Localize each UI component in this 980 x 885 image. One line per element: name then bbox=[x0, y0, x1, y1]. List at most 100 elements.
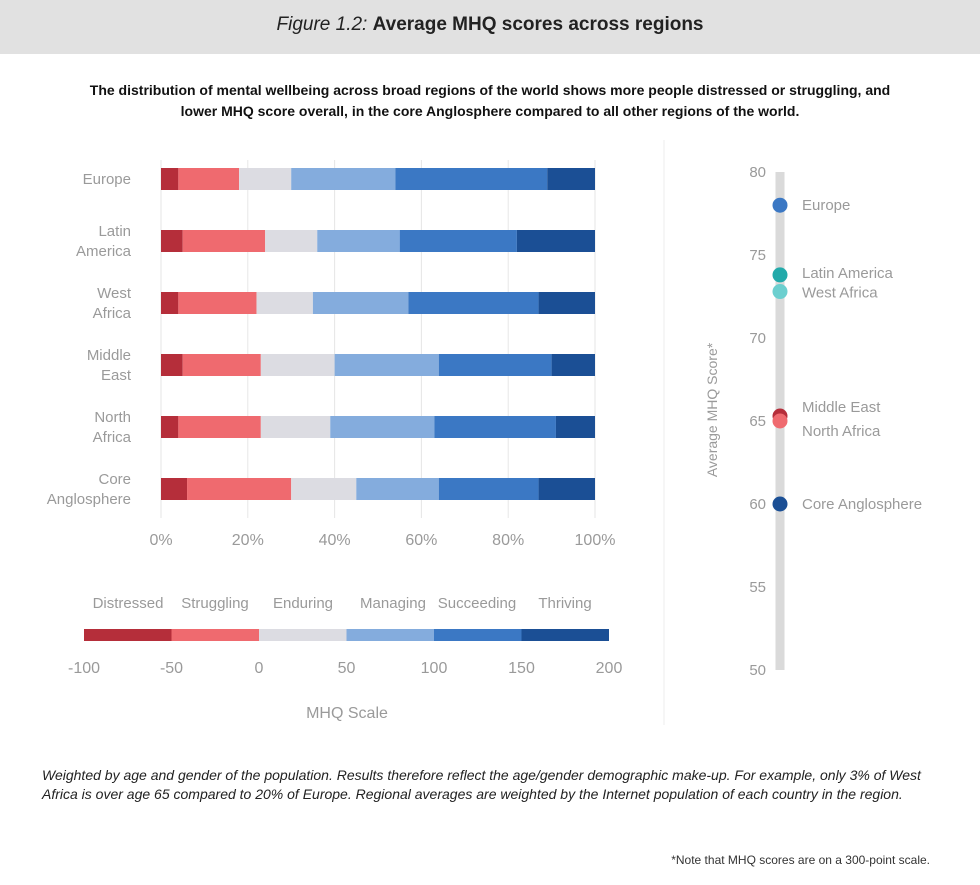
x-tick-label: 20% bbox=[232, 532, 264, 549]
category-label: Africa bbox=[93, 305, 132, 322]
score-point-label-west-africa: West Africa bbox=[802, 285, 878, 302]
legend-swatch-struggling bbox=[171, 629, 259, 641]
bar-segment-core-anglosphere-thriving bbox=[538, 478, 595, 500]
legend-tick-label: -50 bbox=[160, 660, 183, 677]
figure-header bbox=[0, 0, 980, 54]
bar-segment-west-africa-thriving bbox=[538, 292, 595, 314]
category-label: Middle bbox=[87, 347, 131, 364]
legend-tick-label: -100 bbox=[68, 660, 100, 677]
score-point-latin-america bbox=[772, 267, 788, 283]
figure-title-text: Average MHQ scores across regions bbox=[372, 14, 704, 35]
x-tick-label: 100% bbox=[575, 532, 616, 549]
category-label: Africa bbox=[93, 429, 132, 446]
x-tick-label: 80% bbox=[492, 532, 524, 549]
footnote: Weighted by age and gender of the popula… bbox=[42, 767, 921, 802]
legend-tick-label: 100 bbox=[421, 660, 448, 677]
bar-segment-core-anglosphere-enduring bbox=[291, 478, 357, 500]
bar-segment-europe-succeeding bbox=[395, 168, 548, 190]
bar-segment-europe-struggling bbox=[178, 168, 240, 190]
legend-title: MHQ Scale bbox=[306, 705, 388, 722]
bar-segment-europe-distressed bbox=[161, 168, 179, 190]
bar-segment-north-africa-struggling bbox=[178, 416, 261, 438]
legend-tick-label: 0 bbox=[255, 660, 264, 677]
score-point-label-europe: Europe bbox=[802, 197, 850, 214]
score-point-europe bbox=[772, 197, 788, 213]
category-label: West bbox=[97, 285, 132, 302]
bar-segment-latin-america-succeeding bbox=[399, 230, 517, 252]
bar-segment-north-africa-distressed bbox=[161, 416, 179, 438]
category-label: Europe bbox=[83, 171, 131, 188]
bar-segment-middle-east-enduring bbox=[260, 354, 335, 376]
category-label: America bbox=[76, 243, 132, 260]
bar-segment-latin-america-thriving bbox=[516, 230, 595, 252]
y-tick-label: 60 bbox=[749, 496, 766, 513]
bar-segment-europe-enduring bbox=[239, 168, 292, 190]
bar-segment-west-africa-struggling bbox=[178, 292, 257, 314]
bar-segment-north-africa-managing bbox=[330, 416, 435, 438]
bar-segment-latin-america-struggling bbox=[182, 230, 266, 252]
bar-segment-core-anglosphere-distressed bbox=[161, 478, 188, 500]
chart-subtitle: The distribution of mental wellbeing acr… bbox=[89, 82, 891, 119]
score-point-north-africa bbox=[772, 413, 788, 429]
y-tick-label: 80 bbox=[749, 164, 766, 181]
bar-segment-north-africa-enduring bbox=[260, 416, 331, 438]
legend-swatch-managing bbox=[346, 629, 434, 641]
category-label: North bbox=[94, 409, 131, 426]
y-tick-label: 75 bbox=[749, 247, 766, 264]
bar-segment-latin-america-enduring bbox=[265, 230, 318, 252]
bar-segment-west-africa-managing bbox=[312, 292, 409, 314]
bar-segment-latin-america-distressed bbox=[161, 230, 183, 252]
figure-label: Figure 1.2: bbox=[276, 14, 368, 35]
bar-segment-middle-east-distressed bbox=[161, 354, 183, 376]
legend-label-enduring: Enduring bbox=[273, 595, 333, 612]
bar-segment-core-anglosphere-succeeding bbox=[438, 478, 539, 500]
legend-label-thriving: Thriving bbox=[538, 595, 591, 612]
legend-label-succeeding: Succeeding bbox=[438, 595, 516, 612]
bar-segment-core-anglosphere-managing bbox=[356, 478, 439, 500]
bar-segment-middle-east-succeeding bbox=[438, 354, 552, 376]
category-label: Core bbox=[98, 471, 131, 488]
bar-segment-west-africa-distressed bbox=[161, 292, 179, 314]
score-point-west-africa bbox=[772, 284, 788, 300]
score-point-label-north-africa: North Africa bbox=[802, 423, 881, 440]
bar-segment-europe-thriving bbox=[547, 168, 595, 190]
y-tick-label: 55 bbox=[749, 579, 766, 596]
legend-swatch-thriving bbox=[521, 629, 609, 641]
y-axis-label: Average MHQ Score* bbox=[704, 342, 720, 477]
figure-title: Figure 1.2: Average MHQ scores across re… bbox=[0, 14, 980, 36]
bar-segment-north-africa-succeeding bbox=[434, 416, 556, 438]
legend-swatch-succeeding bbox=[434, 629, 522, 641]
bar-segment-europe-managing bbox=[291, 168, 396, 190]
category-label: Anglosphere bbox=[47, 491, 131, 508]
bar-segment-latin-america-managing bbox=[317, 230, 400, 252]
x-tick-label: 0% bbox=[149, 532, 172, 549]
score-point-label-middle-east: Middle East bbox=[802, 399, 881, 416]
legend-swatch-distressed bbox=[84, 629, 172, 641]
bar-segment-middle-east-thriving bbox=[551, 354, 595, 376]
x-tick-label: 60% bbox=[405, 532, 437, 549]
score-point-core-anglosphere bbox=[772, 496, 788, 512]
bar-segment-north-africa-thriving bbox=[555, 416, 595, 438]
bar-segment-west-africa-enduring bbox=[256, 292, 313, 314]
category-label: East bbox=[101, 367, 132, 384]
legend-label-managing: Managing bbox=[360, 595, 426, 612]
x-tick-label: 40% bbox=[319, 532, 351, 549]
bar-segment-middle-east-struggling bbox=[182, 354, 261, 376]
legend-label-distressed: Distressed bbox=[93, 595, 164, 612]
scale-note: *Note that MHQ scores are on a 300-point… bbox=[671, 853, 930, 867]
score-point-label-core-anglosphere: Core Anglosphere bbox=[802, 496, 922, 513]
bar-segment-middle-east-managing bbox=[334, 354, 439, 376]
y-tick-label: 70 bbox=[749, 330, 766, 347]
legend-tick-label: 150 bbox=[508, 660, 535, 677]
legend-tick-label: 50 bbox=[338, 660, 356, 677]
category-label: Latin bbox=[98, 223, 131, 240]
y-tick-label: 65 bbox=[749, 413, 766, 430]
score-point-label-latin-america: Latin America bbox=[802, 265, 894, 282]
y-tick-label: 50 bbox=[749, 662, 766, 679]
bar-segment-core-anglosphere-struggling bbox=[187, 478, 292, 500]
bar-segment-west-africa-succeeding bbox=[408, 292, 539, 314]
legend-swatch-enduring bbox=[259, 629, 347, 641]
